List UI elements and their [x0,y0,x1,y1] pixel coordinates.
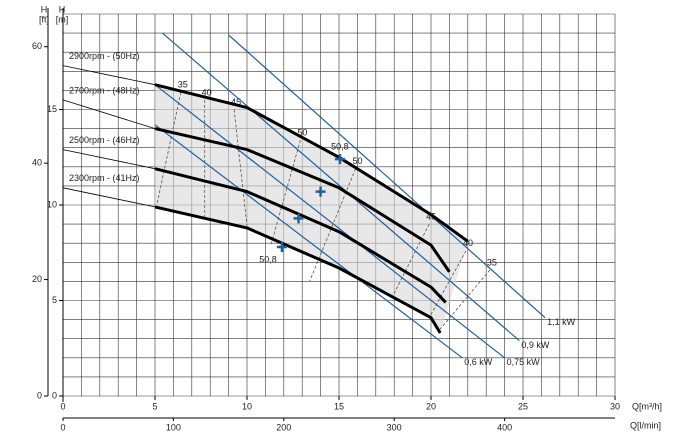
efficiency-line [309,168,356,282]
power-label: 0,6 kW [464,357,493,367]
efficiency-label: 50 [353,156,363,166]
power-line [154,84,505,359]
efficiency-line [270,139,301,246]
legend-label: 2500rpm - (46Hz) [69,135,140,145]
pump-curve [154,167,447,304]
power-label: 1,1 kW [547,317,576,327]
y2-axis-unit: [ft] [39,14,49,24]
efficiency-line [156,92,182,206]
efficiency-label: 40 [202,87,212,97]
bep-marker [334,154,345,165]
legend-label: 2700rpm - (48Hz) [69,85,140,95]
legend-label: 2900rpm - (50Hz) [69,51,140,61]
y2-tick-label: 40 [32,158,42,168]
x-axis-label: Q[m³/h] [632,401,662,411]
y-tick-label: 15 [47,104,57,114]
efficiency-label: 45 [231,97,241,107]
x-tick-label: 15 [334,401,344,411]
y-axis-label: H [59,4,66,14]
y2-tick-label: 60 [32,41,42,51]
efficiency-line [390,223,430,301]
power-line [154,124,463,359]
pump-curve [154,127,451,273]
efficiency-label: 50 [297,127,307,137]
y2-tick-label: 0 [37,390,42,400]
power-line [228,34,546,319]
x2-tick-label: 0 [60,422,65,432]
y2-axis-label: H [41,4,48,14]
x2-tick-label: 300 [387,422,402,432]
legend-label: 2300rpm - (41Hz) [69,173,140,183]
x-tick-label: 5 [152,401,157,411]
x2-tick-label: 400 [497,422,512,432]
y2-tick-label: 20 [32,274,42,284]
bep-label: 50,8 [331,142,349,152]
power-label: 0,75 kW [507,357,541,367]
x2-axis-label: Q[l/min] [630,420,661,430]
y-axis-unit: [m] [56,14,69,24]
x-tick-label: 20 [426,401,436,411]
efficiency-label: 35 [178,80,188,90]
y-tick-label: 10 [47,199,57,209]
x2-tick-label: 100 [166,422,181,432]
x-tick-label: 30 [610,401,620,411]
bep-label: 50,8 [259,254,277,264]
y-tick-label: 0 [52,390,57,400]
bep-marker [315,186,326,197]
bep-marker [293,213,304,224]
x-tick-label: 25 [518,401,528,411]
x2-tick-label: 200 [276,422,291,432]
efficiency-line [439,269,491,330]
bep-marker [276,242,287,253]
efficiency-label: 35 [487,257,497,267]
efficiency-line [428,250,467,318]
x-tick-label: 0 [60,401,65,411]
x-tick-label: 10 [242,401,252,411]
y-tick-label: 5 [52,295,57,305]
power-label: 0,9 kW [521,340,550,350]
efficiency-line [233,109,248,227]
power-line [162,32,520,342]
efficiency-label: 40 [463,238,473,248]
pump-curve [154,205,442,334]
